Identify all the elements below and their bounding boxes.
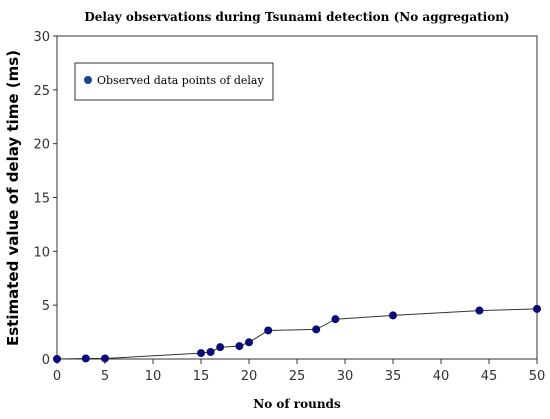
chart-title: Delay observations during Tsunami detect… — [84, 10, 509, 24]
x-tick-label: 40 — [433, 369, 450, 384]
legend-marker — [84, 76, 92, 84]
legend-box — [74, 62, 274, 101]
x-tick-label: 50 — [529, 369, 546, 384]
data-point — [206, 348, 215, 357]
x-tick-label: 45 — [481, 369, 498, 384]
x-tick-label: 20 — [241, 369, 258, 384]
series-line — [56, 308, 538, 360]
y-tick-label: 0 — [42, 353, 50, 368]
y-tick-label: 25 — [33, 84, 50, 99]
legend: Observed data points of delay — [74, 62, 274, 101]
legend-label: Observed data points of delay — [97, 74, 264, 87]
data-point — [197, 349, 205, 358]
data-point — [81, 354, 90, 363]
data-point — [331, 315, 340, 324]
x-tick-label: 15 — [193, 369, 210, 384]
data-point — [389, 311, 397, 320]
data-point — [216, 343, 225, 352]
x-tick-label: 35 — [385, 369, 402, 384]
data-point — [264, 326, 273, 335]
y-axis-label: Estimated value of delay time (ms) — [4, 50, 22, 346]
y-tick-label: 5 — [42, 299, 50, 314]
y-tick-label: 20 — [33, 138, 50, 153]
data-point — [312, 325, 321, 334]
data-point — [245, 338, 253, 347]
x-tick-label: 0 — [53, 369, 61, 384]
y-tick-label: 10 — [33, 245, 50, 260]
data-point — [101, 354, 109, 363]
data-point — [533, 304, 541, 313]
y-tick-label: 15 — [33, 192, 50, 207]
x-tick-label: 5 — [101, 369, 109, 384]
data-points — [53, 304, 541, 363]
data-point — [53, 355, 61, 363]
x-tick-label: 25 — [289, 369, 306, 384]
x-tick-label: 10 — [145, 369, 162, 384]
y-axis: 0 5 10 15 20 25 30 — [33, 30, 57, 368]
x-axis: 0 5 10 15 20 25 30 35 40 45 50 — [53, 359, 545, 384]
data-point — [235, 342, 244, 351]
data-point — [475, 306, 484, 315]
x-axis-label: No of rounds — [253, 397, 341, 411]
x-tick-label: 30 — [337, 369, 354, 384]
y-tick-label: 30 — [33, 30, 50, 45]
